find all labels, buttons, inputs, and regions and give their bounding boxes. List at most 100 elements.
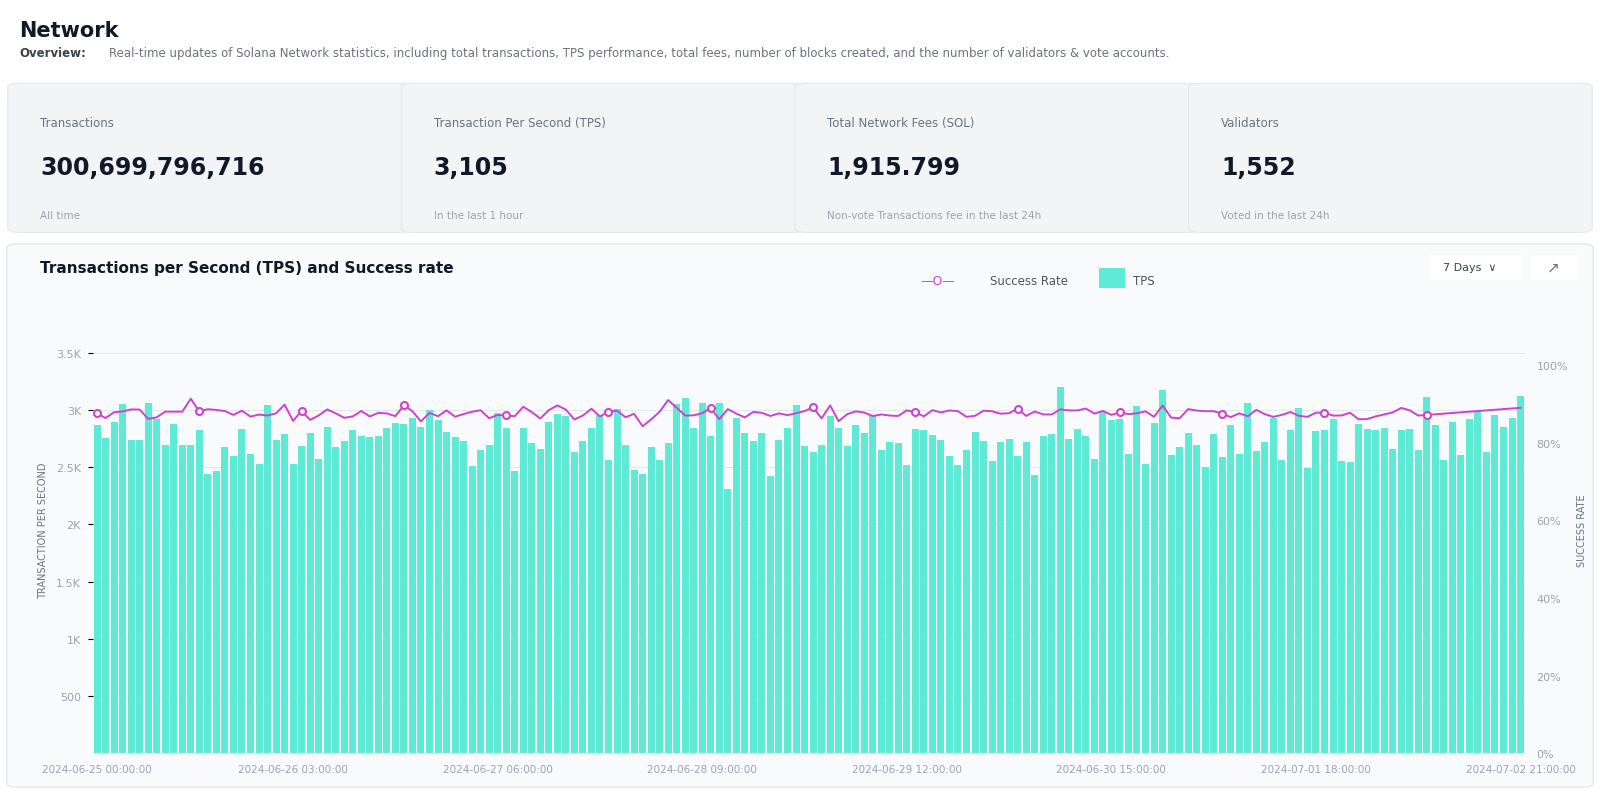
FancyBboxPatch shape <box>6 245 1594 787</box>
Bar <box>1322 430 1328 753</box>
Bar <box>520 429 526 753</box>
Bar <box>418 427 424 753</box>
Bar <box>656 460 662 753</box>
Bar <box>878 450 885 753</box>
Bar <box>410 418 416 753</box>
Bar <box>1158 390 1166 753</box>
Bar <box>1235 454 1243 753</box>
Text: Validators: Validators <box>1221 116 1280 129</box>
Bar <box>136 440 142 753</box>
Bar <box>341 442 347 753</box>
Bar <box>374 437 382 753</box>
FancyBboxPatch shape <box>402 84 805 233</box>
Bar <box>587 429 595 753</box>
Bar <box>1491 416 1499 753</box>
Bar <box>246 454 254 753</box>
Bar <box>256 465 262 753</box>
Bar <box>1406 430 1413 753</box>
Bar <box>1056 388 1064 753</box>
Bar <box>451 438 459 753</box>
Text: 1,552: 1,552 <box>1221 156 1296 180</box>
Bar <box>1210 434 1218 753</box>
Bar <box>384 429 390 753</box>
Bar <box>810 452 816 753</box>
Bar <box>1082 436 1090 753</box>
Bar <box>400 424 408 753</box>
Bar <box>1347 463 1354 753</box>
Bar <box>272 440 280 753</box>
Bar <box>776 440 782 753</box>
Text: Network: Network <box>19 21 118 41</box>
Bar <box>1330 419 1336 753</box>
Bar <box>894 443 902 753</box>
Bar <box>162 445 168 753</box>
Bar <box>1286 431 1294 753</box>
Text: —O—: —O— <box>920 275 955 287</box>
Bar <box>349 430 357 753</box>
Bar <box>989 462 995 753</box>
Bar <box>1338 461 1346 753</box>
Bar <box>1202 467 1208 753</box>
Bar <box>128 440 134 753</box>
Text: 300,699,796,716: 300,699,796,716 <box>40 156 264 180</box>
Bar <box>1091 459 1098 753</box>
Bar <box>477 450 485 753</box>
Bar <box>1373 430 1379 753</box>
Bar <box>1253 451 1259 753</box>
Bar <box>221 447 229 753</box>
Bar <box>1006 439 1013 753</box>
Bar <box>1099 412 1106 753</box>
Bar <box>230 456 237 753</box>
Text: Transactions: Transactions <box>40 116 114 129</box>
Bar <box>1227 426 1234 753</box>
Text: 1,915.799: 1,915.799 <box>827 156 960 180</box>
Bar <box>869 416 877 753</box>
Bar <box>827 417 834 753</box>
Bar <box>597 415 603 753</box>
Bar <box>1219 458 1226 753</box>
Bar <box>1270 419 1277 753</box>
Bar <box>1432 426 1438 753</box>
Bar <box>835 429 842 753</box>
Text: 7 Days  ∨: 7 Days ∨ <box>1443 263 1496 273</box>
Bar <box>938 440 944 753</box>
Bar <box>1424 397 1430 753</box>
Bar <box>1381 429 1387 753</box>
Bar <box>963 450 970 753</box>
Bar <box>912 430 918 753</box>
Bar <box>1363 430 1371 753</box>
Bar <box>1022 442 1030 753</box>
Bar <box>1048 434 1056 753</box>
Bar <box>818 446 826 753</box>
Text: Non-vote Transactions fee in the last 24h: Non-vote Transactions fee in the last 24… <box>827 210 1042 221</box>
Bar <box>861 434 867 753</box>
Bar <box>1125 454 1131 753</box>
Text: All time: All time <box>40 210 80 221</box>
Bar <box>461 442 467 753</box>
Bar <box>502 429 510 753</box>
Bar <box>792 406 800 753</box>
Bar <box>102 438 109 753</box>
Bar <box>1466 419 1474 753</box>
Bar <box>1450 422 1456 753</box>
Bar <box>1304 469 1310 753</box>
FancyBboxPatch shape <box>1189 84 1592 233</box>
Bar <box>741 434 749 753</box>
Text: Total Network Fees (SOL): Total Network Fees (SOL) <box>827 116 974 129</box>
Bar <box>264 406 270 753</box>
Bar <box>1074 430 1080 753</box>
Bar <box>1509 418 1515 753</box>
Bar <box>1245 404 1251 753</box>
Bar <box>93 426 101 753</box>
Bar <box>853 425 859 753</box>
Bar <box>613 410 621 753</box>
Bar <box>1066 439 1072 753</box>
Bar <box>187 445 194 753</box>
Bar <box>323 428 331 753</box>
FancyBboxPatch shape <box>1424 255 1526 281</box>
Bar <box>333 448 339 753</box>
Bar <box>282 434 288 753</box>
Text: TPS: TPS <box>1133 275 1155 287</box>
Y-axis label: SUCCESS RATE: SUCCESS RATE <box>1576 494 1587 567</box>
Bar <box>571 453 578 753</box>
